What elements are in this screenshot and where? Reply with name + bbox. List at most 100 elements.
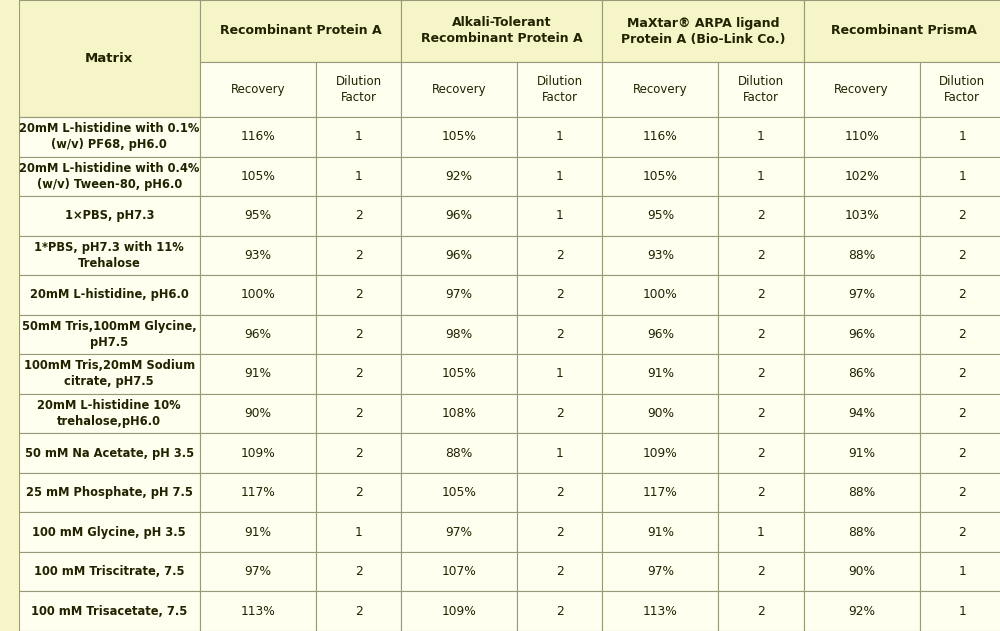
Bar (804, 117, 920, 156)
Bar (804, 512, 920, 552)
Bar (718, 354, 804, 394)
Text: Alkali-Tolerant
Recombinant Protein A: Alkali-Tolerant Recombinant Protein A (421, 16, 583, 45)
Text: Recombinant Protein A: Recombinant Protein A (220, 25, 381, 37)
Text: 2: 2 (757, 486, 765, 499)
Text: Dilution
Factor: Dilution Factor (939, 75, 985, 104)
Text: 50 mM Na Acetate, pH 3.5: 50 mM Na Acetate, pH 3.5 (25, 447, 194, 459)
Text: 116%: 116% (643, 130, 678, 143)
Bar (602, 62, 718, 117)
Text: 2: 2 (757, 249, 765, 262)
Text: 1: 1 (958, 170, 966, 183)
Text: 107%: 107% (442, 565, 477, 578)
Bar (401, 433, 517, 473)
Text: 2: 2 (556, 328, 564, 341)
Bar (19, 315, 200, 354)
Bar (517, 354, 602, 394)
Text: 102%: 102% (844, 170, 879, 183)
Text: Matrix: Matrix (85, 52, 133, 65)
Text: 2: 2 (556, 288, 564, 302)
Bar (602, 512, 718, 552)
Bar (517, 275, 602, 315)
Bar (19, 117, 200, 156)
Text: 86%: 86% (848, 367, 875, 380)
Bar (517, 591, 602, 631)
Text: 93%: 93% (244, 249, 271, 262)
Bar (920, 315, 1000, 354)
Text: 96%: 96% (647, 328, 674, 341)
Text: 97%: 97% (647, 565, 674, 578)
Bar (718, 275, 804, 315)
Text: 88%: 88% (848, 526, 875, 539)
Text: 2: 2 (355, 486, 362, 499)
Text: 1: 1 (556, 170, 564, 183)
Text: 2: 2 (556, 526, 564, 539)
Text: 90%: 90% (244, 407, 271, 420)
Bar (200, 0, 401, 62)
Text: 105%: 105% (442, 367, 477, 380)
Bar (401, 196, 517, 235)
Text: 100 mM Trisacetate, 7.5: 100 mM Trisacetate, 7.5 (31, 604, 187, 618)
Bar (920, 235, 1000, 275)
Bar (602, 433, 718, 473)
Text: 105%: 105% (442, 130, 477, 143)
Bar (804, 473, 920, 512)
Text: 113%: 113% (643, 604, 678, 618)
Bar (401, 354, 517, 394)
Text: 2: 2 (958, 249, 966, 262)
Bar (401, 275, 517, 315)
Text: 90%: 90% (647, 407, 674, 420)
Text: 1: 1 (757, 170, 765, 183)
Bar (517, 512, 602, 552)
Text: 2: 2 (355, 328, 362, 341)
Bar (200, 196, 316, 235)
Text: Recovery: Recovery (432, 83, 487, 96)
Text: 50mM Tris,100mM Glycine,
pH7.5: 50mM Tris,100mM Glycine, pH7.5 (22, 320, 197, 349)
Bar (19, 473, 200, 512)
Text: 100 mM Triscitrate, 7.5: 100 mM Triscitrate, 7.5 (34, 565, 185, 578)
Bar (316, 394, 401, 433)
Bar (517, 473, 602, 512)
Bar (602, 0, 804, 62)
Text: 113%: 113% (241, 604, 275, 618)
Text: 1: 1 (556, 209, 564, 222)
Bar (19, 433, 200, 473)
Text: 100%: 100% (241, 288, 275, 302)
Bar (602, 156, 718, 196)
Text: 95%: 95% (244, 209, 272, 222)
Text: Recovery: Recovery (231, 83, 285, 96)
Bar (19, 0, 200, 117)
Text: 91%: 91% (647, 367, 674, 380)
Text: 100mM Tris,20mM Sodium
citrate, pH7.5: 100mM Tris,20mM Sodium citrate, pH7.5 (24, 360, 195, 389)
Text: 97%: 97% (244, 565, 271, 578)
Text: Dilution
Factor: Dilution Factor (738, 75, 784, 104)
Bar (401, 0, 602, 62)
Bar (200, 315, 316, 354)
Text: 20mM L-histidine with 0.1%
(w/v) PF68, pH6.0: 20mM L-histidine with 0.1% (w/v) PF68, p… (19, 122, 199, 151)
Bar (804, 354, 920, 394)
Bar (920, 473, 1000, 512)
Bar (718, 591, 804, 631)
Text: 96%: 96% (446, 249, 473, 262)
Bar (316, 591, 401, 631)
Bar (19, 394, 200, 433)
Text: Recovery: Recovery (834, 83, 889, 96)
Bar (316, 433, 401, 473)
Bar (920, 552, 1000, 591)
Text: 2: 2 (556, 565, 564, 578)
Bar (200, 117, 316, 156)
Text: 100 mM Glycine, pH 3.5: 100 mM Glycine, pH 3.5 (32, 526, 186, 539)
Text: 1: 1 (757, 526, 765, 539)
Text: 96%: 96% (244, 328, 271, 341)
Bar (401, 315, 517, 354)
Text: 97%: 97% (446, 526, 473, 539)
Bar (804, 433, 920, 473)
Text: 94%: 94% (848, 407, 875, 420)
Text: 2: 2 (556, 407, 564, 420)
Text: 109%: 109% (241, 447, 275, 459)
Bar (316, 62, 401, 117)
Text: 2: 2 (757, 209, 765, 222)
Bar (200, 62, 316, 117)
Bar (316, 512, 401, 552)
Bar (804, 552, 920, 591)
Bar (19, 591, 200, 631)
